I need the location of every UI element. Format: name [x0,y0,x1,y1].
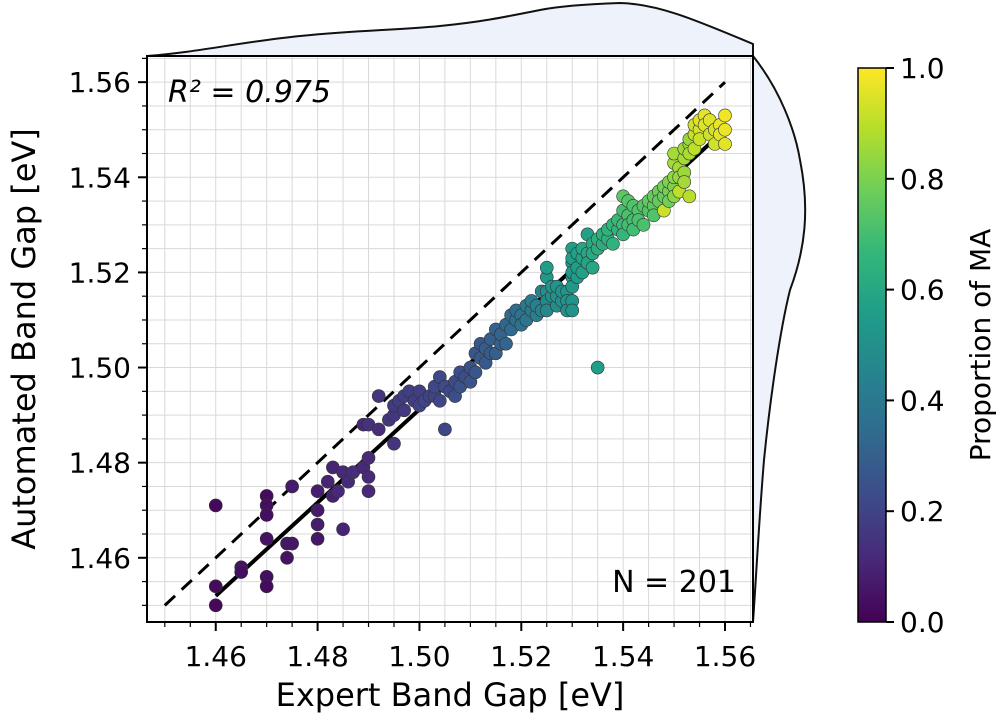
data-point [438,422,452,437]
points [208,108,732,613]
data-point [361,470,376,484]
x-tick-label: 1.52 [490,640,552,673]
top-marginal-density [146,1,754,57]
x-tick-label: 1.54 [592,640,654,673]
data-point [682,189,697,204]
y-axis-label: Automated Band Gap [eV] [5,128,43,550]
data-point [259,508,274,522]
data-point [280,550,294,565]
x-tick-label: 1.56 [694,640,756,673]
y-tick-label: 1.54 [69,161,131,194]
colorbar-tick-label: 0.8 [900,163,945,196]
data-point [677,175,692,189]
axes-frame [146,55,754,623]
data-point [371,389,386,403]
data-point [310,503,325,518]
data-point [718,108,732,123]
colorbar [857,67,887,623]
data-point [259,579,274,594]
data-point [539,260,554,275]
y-tick-label: 1.52 [69,256,131,289]
data-point [606,237,620,251]
colorbar-tick-label: 0.0 [900,606,945,639]
data-point [208,579,223,594]
data-point [336,522,350,537]
y-tick-label: 1.50 [69,352,131,385]
right-marginal-density [752,53,807,623]
data-point [310,517,325,532]
colorbar-tick-label: 0.6 [900,274,945,307]
data-point [361,484,376,499]
data-point [565,303,580,318]
x-tick-label: 1.48 [286,640,348,673]
data-point [590,360,605,375]
data-point [310,531,325,546]
data-point [320,474,335,489]
n-annotation: N = 201 [612,565,736,600]
data-point [331,484,345,499]
data-point [718,122,732,137]
colorbar-tick-label: 0.2 [900,495,945,528]
x-tick-label: 1.46 [185,640,247,673]
data-point [433,394,447,408]
x-axis-label: Expert Band Gap [eV] [276,676,625,714]
data-point [636,218,651,232]
data-point [468,365,483,380]
y-tick-label: 1.56 [69,66,131,99]
data-point [285,536,299,551]
data-point [371,422,386,437]
x-tick-label: 1.50 [388,640,450,673]
data-point [499,336,513,351]
identity-line [163,81,727,607]
data-point [585,260,600,275]
data-point [208,498,223,513]
y-ticks: 1.46 1.48 1.50 1.52 1.54 1.56 [69,57,147,606]
data-point [208,598,223,613]
data-point [285,479,299,494]
data-point [387,436,401,451]
data-point [718,137,732,151]
x-ticks: 1.46 1.48 1.50 1.52 1.54 1.56 [164,622,756,673]
y-tick-label: 1.46 [69,542,131,575]
data-point [234,565,249,579]
y-tick-label: 1.48 [69,447,131,480]
data-point [310,484,325,499]
colorbar-tick-label: 0.4 [900,384,945,417]
r2-annotation: R² = 0.975 [168,75,331,110]
colorbar-ticks: 0.0 0.2 0.4 0.6 0.8 1.0 [886,52,945,639]
data-point [259,531,274,546]
colorbar-label: Proportion of MA [964,229,997,462]
data-point [397,403,411,418]
plot-area [147,56,753,622]
colorbar-tick-label: 1.0 [900,52,945,85]
data-point [361,451,376,465]
